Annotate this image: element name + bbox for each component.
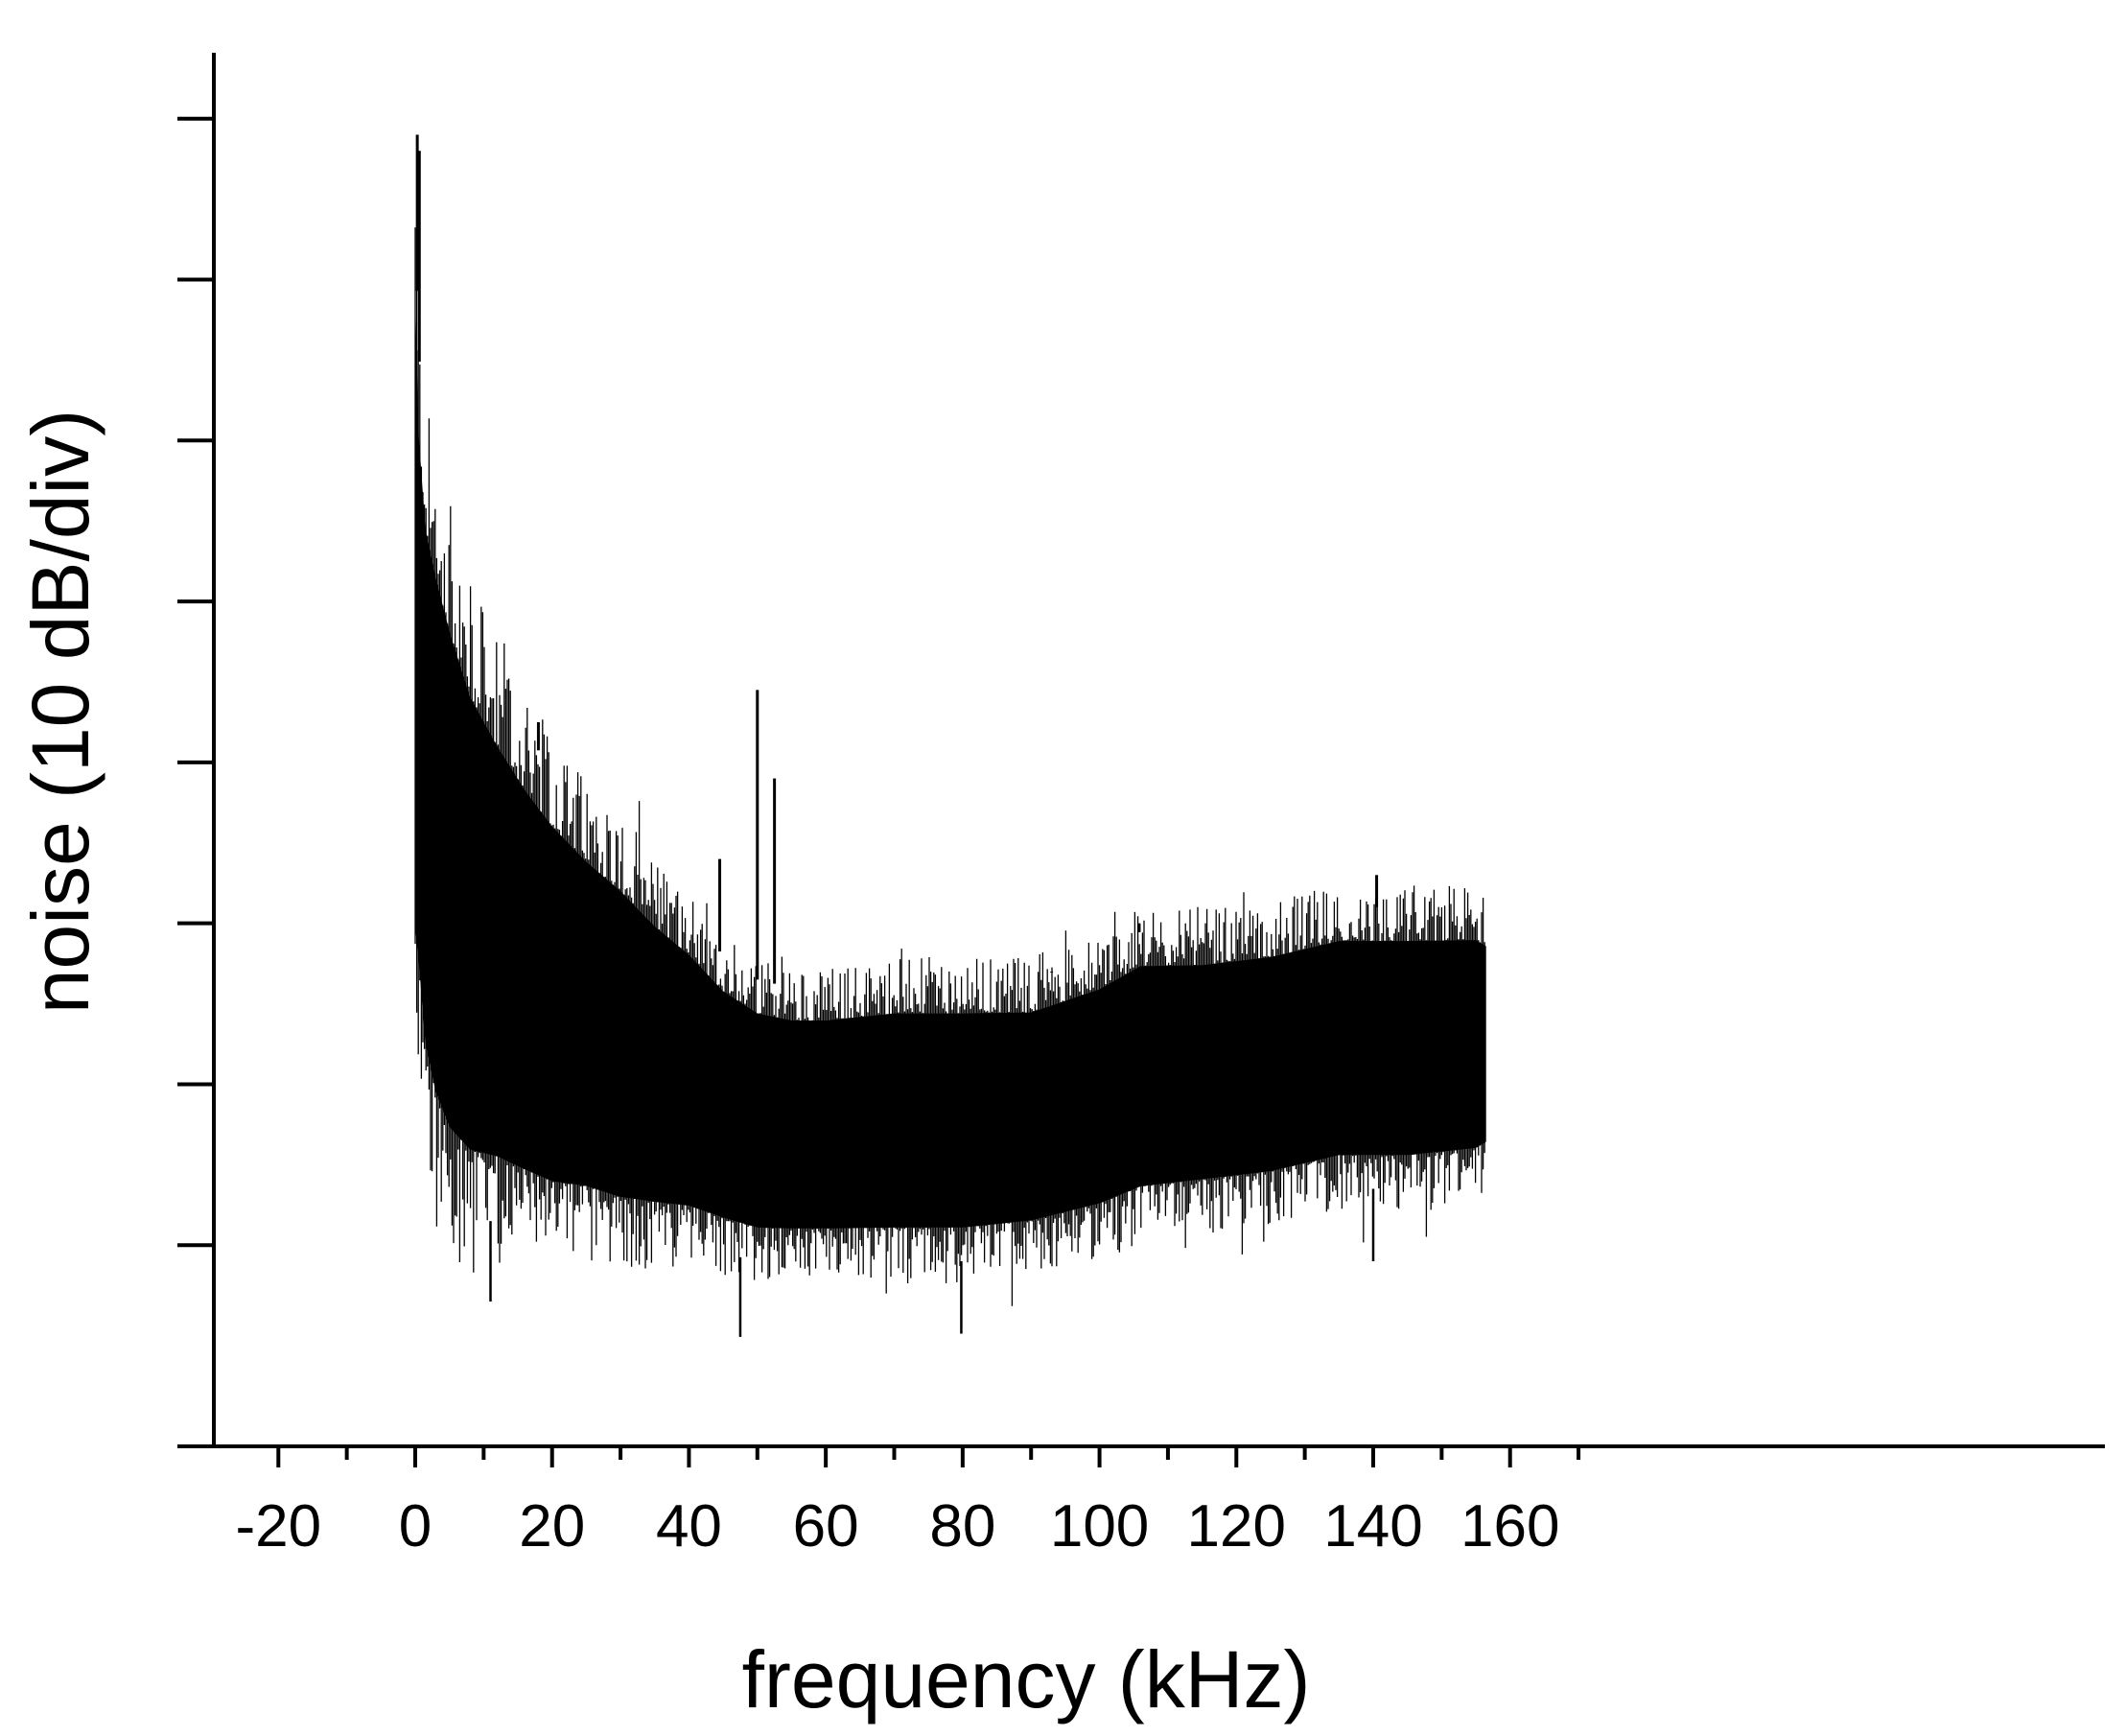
x-tick-label: 60 bbox=[793, 1493, 859, 1560]
x-tick-label: 100 bbox=[1050, 1493, 1149, 1560]
x-tick-label: 40 bbox=[656, 1493, 722, 1560]
noise-trace bbox=[414, 227, 1485, 1306]
x-tick-label: 120 bbox=[1187, 1493, 1286, 1560]
series-noise-spectrum bbox=[414, 227, 1486, 1306]
x-tick-label: 140 bbox=[1323, 1493, 1422, 1560]
x-ticks: -20 0 20 40 60 80 100 120 140 160 bbox=[235, 1446, 1581, 1560]
x-tick-label: 160 bbox=[1460, 1493, 1559, 1560]
y-axis-title: noise (10 dB/div) bbox=[15, 410, 105, 1014]
y-ticks bbox=[177, 116, 214, 1248]
x-tick-label: 80 bbox=[929, 1493, 995, 1560]
noise-band bbox=[415, 298, 1486, 1229]
plot-area bbox=[414, 134, 1486, 1337]
x-axis-title: frequency (kHz) bbox=[742, 1634, 1311, 1724]
spike-layer bbox=[415, 134, 1379, 1337]
x-tick-label: 0 bbox=[399, 1493, 432, 1560]
x-tick-label: 20 bbox=[519, 1493, 585, 1560]
x-tick-label: -20 bbox=[235, 1493, 321, 1560]
